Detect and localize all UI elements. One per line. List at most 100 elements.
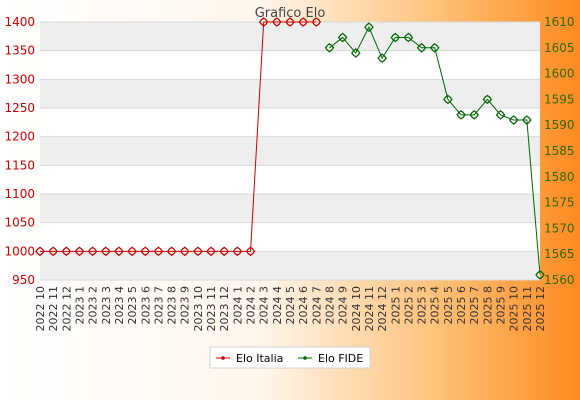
x-tick-label: 2023 3 [100, 286, 113, 325]
grid-band [40, 136, 540, 166]
x-tick-label: 2025 8 [481, 286, 494, 325]
legend-label-elo-fide: Elo FIDE [318, 352, 363, 365]
series-line-elo-fide [329, 25, 541, 275]
x-tick-label: 2025 2 [402, 286, 415, 325]
data-point-ring-elo-italia [194, 247, 202, 256]
data-point-ring-elo-fide [536, 270, 544, 279]
data-point-ring-elo-italia [220, 247, 229, 256]
legend-item-elo-fide: Elo FIDE [298, 352, 363, 365]
y-right-tick-label: 1585 [544, 144, 575, 158]
data-point-ring-elo-italia [207, 247, 215, 256]
x-tick-label: 2025 10 [508, 286, 521, 332]
data-point-ring-elo-italia [299, 18, 308, 26]
data-point-ring-elo-italia [167, 247, 176, 256]
y-left-tick-label: 950 [12, 273, 35, 287]
legend-marker-elo-italia [221, 356, 225, 360]
y-left-tick-label: 1250 [4, 101, 35, 115]
y-left-tick-label: 1100 [4, 187, 35, 201]
chart-title: Grafico Elo [255, 6, 326, 21]
data-point-ring-elo-fide [444, 95, 452, 104]
x-tick-label: 2024 8 [323, 286, 336, 325]
x-tick-label: 2025 3 [416, 286, 429, 325]
data-point-ring-elo-italia [286, 18, 294, 26]
x-tick-label: 2024 7 [310, 286, 323, 325]
y-right-tick-label: 1590 [544, 118, 575, 132]
x-tick-label: 2023 6 [139, 286, 152, 325]
data-point-ring-elo-fide [457, 111, 465, 119]
data-point-ring-elo-italia [141, 247, 150, 256]
data-point-ring-elo-fide [391, 33, 400, 42]
x-tick-label: 2025 6 [455, 286, 468, 325]
series-elo-italia [35, 17, 322, 257]
legend-label-elo-italia: Elo Italia [236, 352, 283, 365]
x-tick-label: 2025 5 [442, 286, 455, 325]
x-tick-label: 2023 9 [179, 286, 192, 325]
legend: Elo Italia Elo FIDE [209, 346, 371, 369]
x-tick-label: 2023 8 [166, 286, 179, 325]
data-point-ring-elo-fide [430, 43, 439, 52]
data-point-ring-elo-italia [36, 247, 44, 256]
legend-box [209, 346, 371, 369]
y-left-tick-label: 1150 [4, 158, 35, 172]
data-point-ring-elo-italia [115, 247, 123, 256]
x-tick-label: 2025 11 [521, 286, 534, 332]
x-tick-label: 2022 11 [47, 286, 60, 332]
data-point-ring-elo-italia [62, 247, 71, 256]
x-tick-label: 2023 4 [113, 286, 126, 325]
y-right-tick-label: 1560 [544, 273, 575, 287]
data-point-ring-elo-fide [365, 23, 373, 32]
x-tick-label: 2022 10 [34, 286, 47, 332]
x-tick-label: 2025 4 [429, 286, 442, 325]
x-tick-label: 2024 9 [337, 286, 350, 325]
data-point-ring-elo-italia [49, 247, 58, 256]
y-right-tick-label: 1610 [544, 15, 575, 29]
data-point-ring-elo-fide [496, 111, 505, 119]
x-tick-label: 2024 2 [245, 286, 258, 325]
data-point-ring-elo-fide [325, 43, 334, 52]
grid-band [40, 251, 540, 280]
x-tick-label: 2024 6 [297, 286, 310, 325]
data-point-ring-elo-italia [246, 247, 255, 256]
data-point-ring-elo-italia [272, 18, 281, 26]
legend-marker-elo-fide [303, 356, 307, 360]
data-point-ring-elo-fide [417, 43, 426, 52]
x-tick-label: 2024 1 [231, 286, 244, 325]
y-right-tick-label: 1580 [544, 170, 575, 184]
y-left-tick-label: 1000 [4, 244, 35, 258]
data-point-ring-elo-italia [180, 247, 189, 256]
legend-item-elo-italia: Elo Italia [216, 352, 283, 365]
y-left-tick-label: 1400 [4, 15, 35, 29]
y-right-tick-label: 1570 [544, 221, 575, 235]
data-point-ring-elo-italia [233, 247, 242, 256]
x-tick-label: 2025 12 [534, 286, 547, 332]
data-point-ring-elo-italia [88, 247, 97, 256]
data-point-ring-elo-fide [378, 54, 386, 62]
y-right-tick-label: 1595 [544, 92, 575, 106]
x-tick-label: 2023 2 [87, 286, 100, 325]
x-tick-label: 2024 3 [258, 286, 271, 325]
x-tick-label: 2025 7 [468, 286, 481, 325]
y-right-tick-label: 1575 [544, 196, 575, 210]
y-left-tick-label: 1300 [4, 72, 35, 86]
data-point-ring-elo-fide [522, 116, 531, 124]
data-point-ring-elo-italia [128, 247, 136, 256]
y-right-tick-label: 1600 [544, 67, 575, 81]
x-tick-label: 2022 12 [60, 286, 73, 332]
x-tick-label: 2024 12 [376, 286, 389, 332]
x-tick-label: 2023 11 [205, 286, 218, 332]
data-point-ring-elo-fide [351, 49, 360, 57]
data-point-ring-elo-italia [75, 247, 84, 256]
x-tick-label: 2024 5 [284, 286, 297, 325]
x-tick-label: 2023 5 [126, 286, 139, 325]
data-point-ring-elo-fide [509, 116, 518, 124]
x-tick-label: 2024 4 [271, 286, 284, 325]
data-point-ring-elo-fide [338, 33, 347, 42]
y-right-tick-label: 1565 [544, 247, 575, 261]
y-left-tick-label: 1350 [4, 44, 35, 58]
grid-band [40, 79, 540, 108]
grid-band [40, 194, 540, 223]
data-point-ring-elo-fide [404, 33, 413, 42]
series-elo-fide [324, 22, 545, 280]
x-tick-label: 2024 10 [350, 286, 363, 332]
y-left-tick-label: 1200 [4, 130, 35, 144]
